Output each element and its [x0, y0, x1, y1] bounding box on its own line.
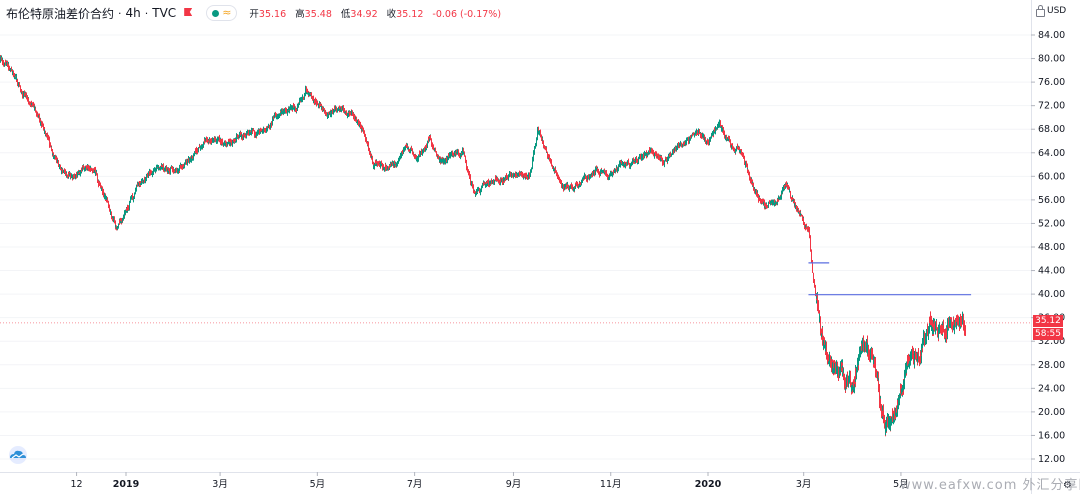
price-axis[interactable]: 84.00 80.00 76.00 72.00 68.00 64.00 60.00 56.00…: [1031, 30, 1065, 465]
time-tick-label: 9月: [506, 479, 522, 490]
bar-countdown-badge: 58:55: [1033, 328, 1063, 340]
price-tick-label: 40.00: [1038, 289, 1065, 300]
price-tick-label: 48.00: [1038, 242, 1065, 253]
currency-label: USD: [1047, 6, 1067, 16]
open-label: 开: [249, 9, 259, 20]
price-tick-label: 16.00: [1038, 430, 1065, 441]
time-tick-label: 3月: [796, 479, 812, 490]
flag-icon[interactable]: [184, 8, 194, 18]
separator: ·: [118, 6, 122, 20]
price-tick-label: 12.00: [1038, 454, 1065, 465]
separator: ·: [144, 6, 149, 20]
time-tick-label: 2020: [695, 479, 722, 490]
interval-label[interactable]: 4h: [125, 6, 141, 20]
price-tick-label: 80.00: [1038, 54, 1065, 65]
time-tick-label: 11月: [600, 479, 622, 490]
time-tick-label: 3月: [212, 479, 228, 490]
symbol-legend: 布伦特原油差价合约 · 4h · TVC ≈ 开35.16 高35.48 低34…: [6, 4, 507, 22]
time-tick-label: 2019: [113, 479, 139, 490]
high-value: 35.48: [304, 9, 332, 20]
low-value: 34.92: [350, 9, 378, 20]
price-tick-label: 60.00: [1038, 171, 1065, 182]
time-tick-label: 12: [71, 479, 83, 490]
symbol-name[interactable]: 布伦特原油差价合约: [6, 6, 115, 21]
horizontal-lines[interactable]: [808, 262, 972, 296]
time-tick-label: 5月: [310, 479, 326, 490]
change-value: -0.06 (-0.17%): [432, 9, 502, 20]
price-tick-label: 44.00: [1038, 266, 1065, 277]
source-label: TVC: [152, 6, 177, 20]
ohlc-values: 开35.16 高35.48 低34.92 收35.12 -0.06 (-0.17…: [249, 6, 507, 20]
price-tick-label: 84.00: [1038, 30, 1065, 41]
time-tick-label: 5月: [893, 479, 909, 490]
price-tick-label: 72.00: [1038, 101, 1065, 112]
price-tick-label: 52.00: [1038, 218, 1065, 229]
price-tick-label: 32.00: [1038, 336, 1065, 347]
cloud-logo-icon[interactable]: [6, 446, 30, 464]
plot-area[interactable]: [0, 0, 1031, 472]
price-tick-label: 64.00: [1038, 148, 1065, 159]
indicator-dot-icon: [212, 9, 220, 17]
settings-icon[interactable]: ⚙: [1063, 480, 1072, 491]
time-axis[interactable]: 12 2019 3月 5月 7月 9月 11月 2020 3月 5月: [71, 472, 909, 490]
last-price-badge: 35.12: [1033, 315, 1063, 327]
time-tick-label: 7月: [407, 479, 423, 490]
watermark: www.eafxw.com 外汇分享网: [900, 478, 1080, 493]
indicator-toggle[interactable]: ≈: [206, 5, 238, 21]
candles: [0, 55, 966, 437]
price-tick-label: 76.00: [1038, 77, 1065, 88]
low-label: 低: [340, 9, 351, 20]
price-tick-label: 56.00: [1038, 195, 1065, 206]
wave-icon: ≈: [222, 6, 232, 19]
price-tick-label: 28.00: [1038, 360, 1065, 371]
close-value: 35.12: [396, 9, 424, 20]
price-tick-label: 20.00: [1038, 407, 1065, 418]
close-label: 收: [386, 9, 397, 20]
high-label: 高: [295, 9, 305, 20]
open-value: 35.16: [258, 9, 287, 20]
price-tick-label: 24.00: [1038, 383, 1065, 394]
lock-icon[interactable]: [1036, 4, 1045, 17]
currency-selector[interactable]: USD: [1036, 4, 1066, 18]
price-tick-label: 68.00: [1038, 124, 1065, 135]
